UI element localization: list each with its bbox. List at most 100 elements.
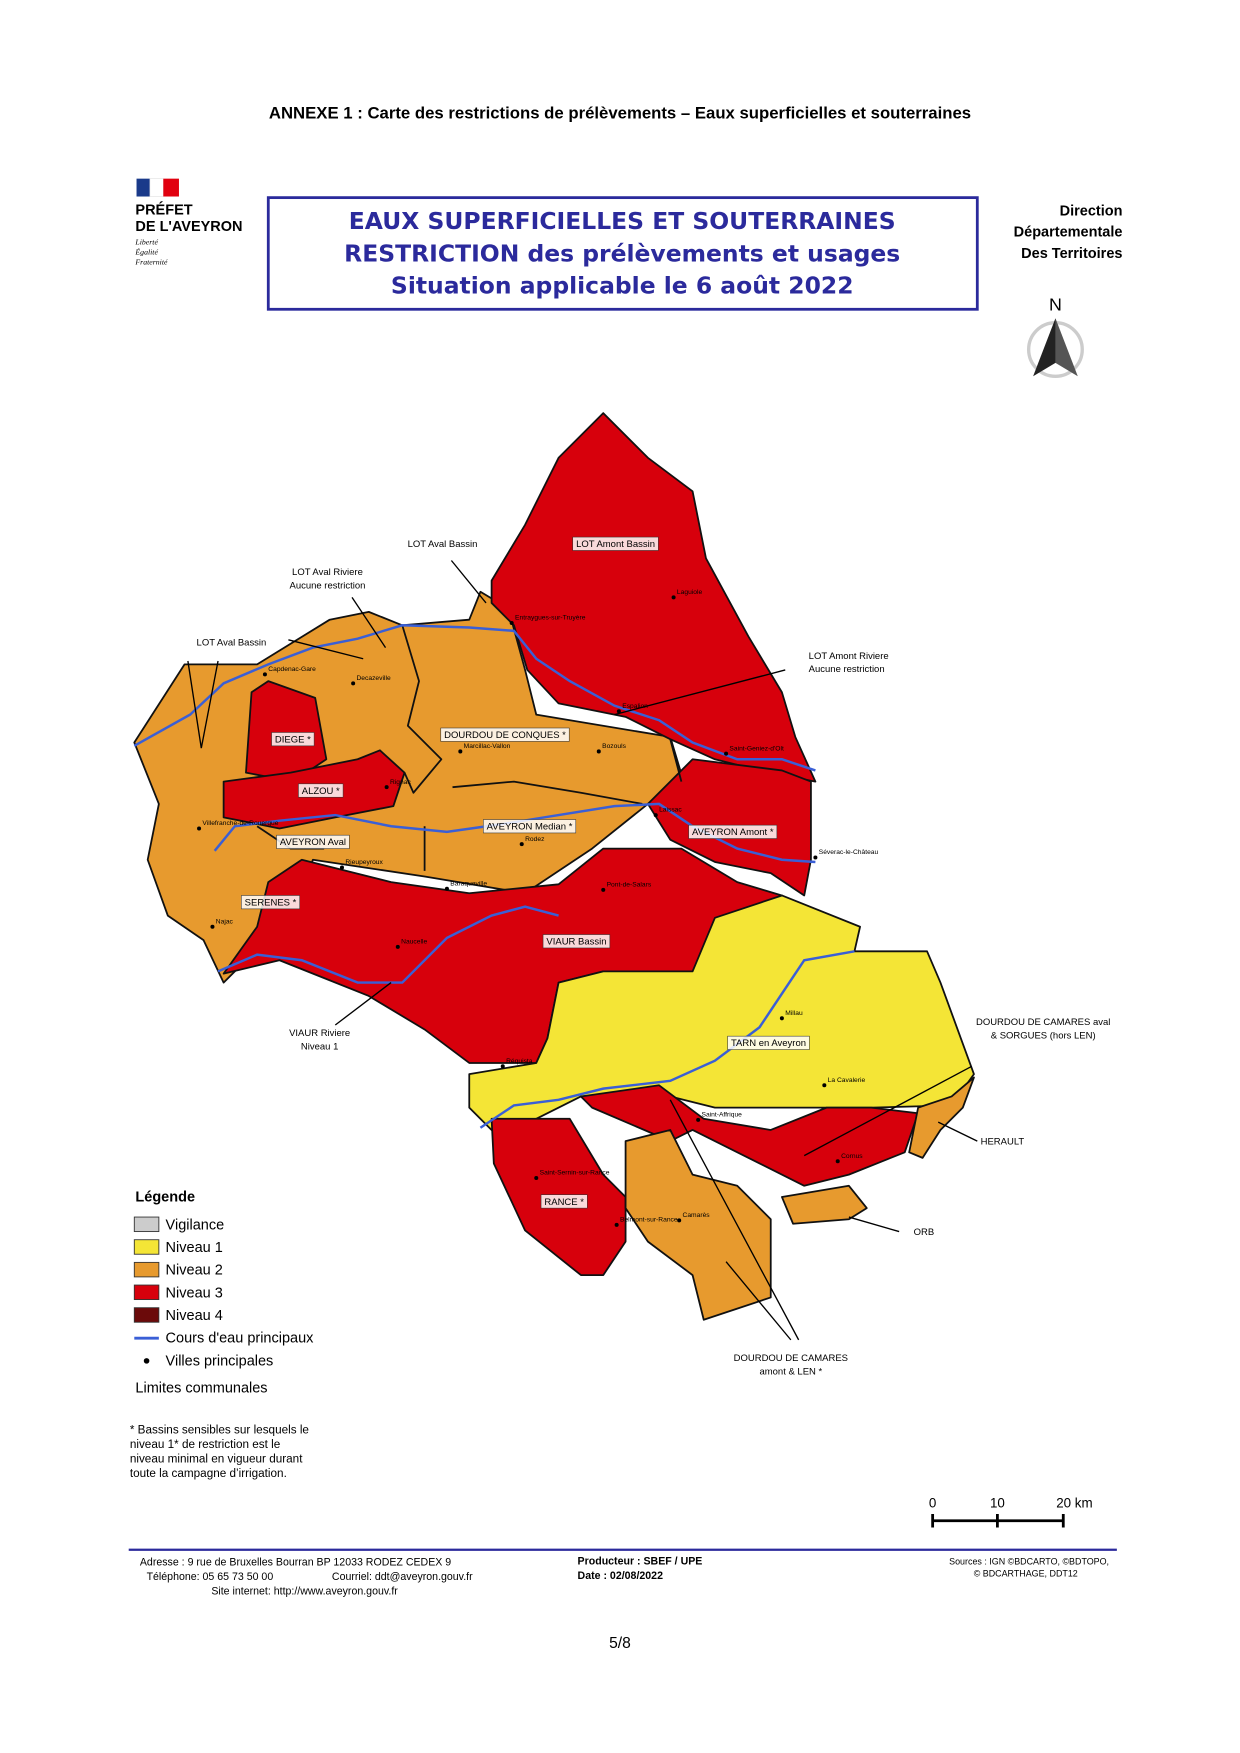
town-label: Bozouls [602,743,626,750]
town-label: Capdenac-Gare [268,666,316,673]
callout-label: HERAULT [981,1136,1025,1147]
town-label: Belmont-sur-Rance [620,1217,678,1224]
town-label: Najac [216,918,234,925]
motto: Fraternité [134,258,168,267]
town-label: Rodez [525,836,545,843]
footnote-line: niveau 1* de restriction est le [130,1438,280,1451]
basin-border [256,625,683,871]
logo-text: DE L'AVEYRON [135,219,242,235]
town-label: Rieupeyroux [345,859,383,866]
legend-label: Niveau 2 [166,1263,223,1279]
title-line: EAUX SUPERFICIELLES ET SOUTERRAINES [349,207,896,235]
town-label: Villefranche-de-Rouergue [202,820,278,827]
town-dot [509,621,514,626]
town-dot [779,1016,784,1021]
callout-line [937,1121,978,1142]
scale-label: 10 [990,1495,1005,1510]
annex-title: ANNEXE 1 : Carte des restrictions de pré… [269,103,971,122]
motto: Égalité [134,247,158,257]
north-arrow [1026,318,1084,378]
callout-label: LOT Aval Riviere [292,567,363,578]
callout-label: ORB [914,1227,935,1238]
town-label: Laissac [659,807,682,814]
town-dot [671,595,676,600]
legend-label: Limites communales [135,1380,267,1396]
footnote-line: toute la campagne d’irrigation. [130,1467,287,1480]
town-dot [384,785,389,790]
town-label: Decazeville [356,675,390,682]
town-dot [197,826,202,831]
title-line: RESTRICTION des prélèvements et usages [344,239,900,267]
callout-label: DOURDOU DE CAMARES [734,1353,848,1364]
town-dot [696,1117,701,1122]
town-dot [596,749,601,754]
logo-text: PRÉFET [135,201,192,218]
region-label-box [440,727,570,742]
region-label: VIAUR Bassin [546,937,606,948]
region-label-box [298,783,344,798]
callout-label: amont & LEN * [759,1366,822,1377]
region-label: LOT Amont Bassin [576,539,655,550]
legend-label: Vigilance [166,1217,225,1233]
region-niveau-3 [490,412,817,783]
footer-text: Sources : IGN ©BDCARTO, ©BDTOPO, [949,1556,1109,1566]
footnote-line: niveau minimal en vigueur durant [130,1453,303,1466]
legend-swatch [133,1284,160,1301]
town-dot [458,749,463,754]
town-label: Naucelle [401,938,427,945]
town-label: Saint-Geniez-d'Olt [729,745,784,752]
town-label: Rignac [390,779,411,786]
footer-text: Site internet: http://www.aveyron.gouv.f… [211,1585,398,1597]
legend-title: Légende [135,1189,195,1205]
legend-label: Niveau 1 [166,1240,223,1256]
region-label-box [688,824,778,839]
region-niveau-3 [580,1084,920,1187]
north-label: N [1049,294,1062,314]
region-label: AVEYRON Amont * [692,827,774,838]
town-label: Millau [785,1010,803,1017]
town-label: Baraqueville [450,880,487,887]
callout-label: Niveau 1 [301,1042,338,1053]
callout-line [803,1065,973,1157]
region-label-box [276,834,350,849]
callout-line [334,982,392,1026]
town-dot [601,887,606,892]
footnote: * Bassins sensibles sur lesquels lenivea… [130,1424,309,1481]
region-niveau-1 [468,894,975,1131]
town-dot [724,751,729,756]
region-label: RANCE * [544,1197,584,1208]
town-dot [395,944,400,949]
callout-line [669,1099,800,1341]
legend-swatch [143,1358,150,1364]
region-label-box [483,819,577,834]
legend-label: Niveau 3 [166,1285,223,1301]
legend-label: Cours d'eau principaux [166,1331,315,1347]
town-dot [500,1064,505,1069]
footer-text: © BDCARTHAGE, DDT12 [974,1569,1078,1579]
region-label-box [727,1035,810,1050]
town-dot [653,813,658,818]
region-niveau-2 [781,1184,868,1225]
legend-swatch [133,1261,160,1278]
region-niveau-2 [908,1076,975,1159]
town-dot [210,924,215,929]
legend: Légende Vigilance Niveau 1 Niveau 2 Niveau 3… [133,1189,315,1396]
region-label: SERENES * [245,898,297,909]
region-label: TARN en Aveyron [731,1038,806,1049]
footer-text: Producteur : SBEF / UPE [578,1555,703,1567]
callout-line [725,1261,792,1341]
scale-bar: 0 10 20 km [929,1495,1093,1528]
callout-label: LOT Aval Bassin [408,539,478,550]
region-label-box [241,895,300,910]
town-label: Entraygues-sur-Truyère [515,615,586,622]
logo: PRÉFET DE L'AVEYRON Liberté Égalité Frat… [134,178,243,267]
direction: Des Territoires [1021,246,1122,262]
callout-line [288,639,364,660]
page-number: 5/8 [609,1635,631,1652]
town-dot [339,865,344,870]
town-label: La Cavalerie [828,1077,866,1084]
river [133,624,816,772]
callout-label: VIAUR Riviere [289,1028,350,1039]
